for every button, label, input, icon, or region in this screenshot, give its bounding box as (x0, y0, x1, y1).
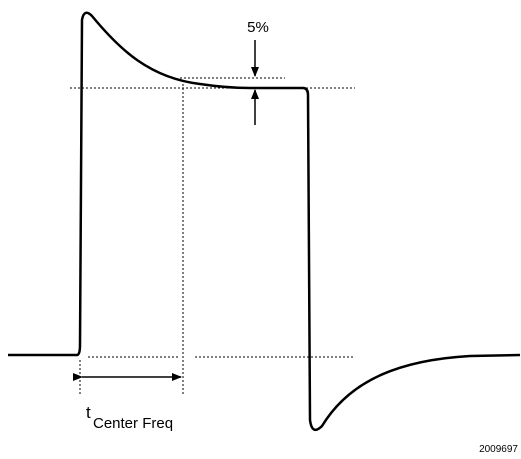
figure-id: 2009697 (479, 444, 518, 455)
percent-label: 5% (247, 19, 269, 36)
time-symbol: t (86, 403, 91, 422)
waveform (8, 11, 521, 432)
time-subscript: Center Freq (93, 415, 173, 432)
